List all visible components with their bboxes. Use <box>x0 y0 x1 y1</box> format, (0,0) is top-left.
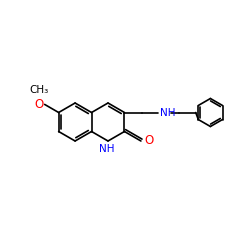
Text: CH₃: CH₃ <box>29 86 48 96</box>
Text: NH: NH <box>99 144 115 154</box>
Text: O: O <box>144 134 153 147</box>
Text: NH: NH <box>160 108 175 118</box>
Text: O: O <box>34 98 44 111</box>
